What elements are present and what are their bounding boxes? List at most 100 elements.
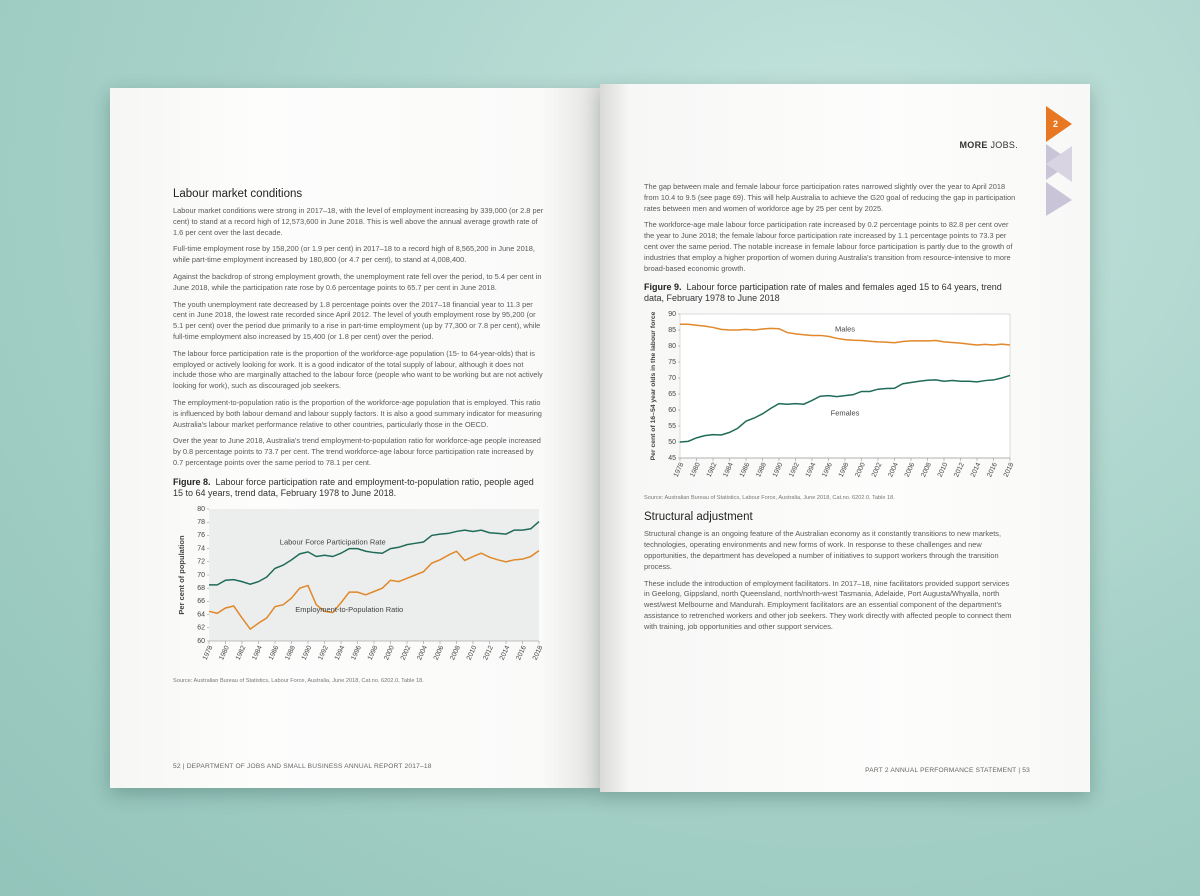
- paragraph: The youth unemployment rate decreased by…: [173, 299, 541, 341]
- x-tick-label: 1996: [350, 644, 363, 661]
- y-tick-label: 60: [197, 638, 205, 645]
- y-tick-label: 76: [197, 532, 205, 539]
- figure-caption: Figure 8. Labour force participation rat…: [173, 477, 545, 499]
- chart: Per cent of population 60 62 64 66 68 70 72 74 76…: [177, 506, 545, 661]
- paragraph: Against the backdrop of strong employmen…: [173, 271, 542, 292]
- y-tick-label: 78: [197, 519, 205, 526]
- section-tabs: 2: [1046, 106, 1072, 216]
- paragraph: The workforce-age male labour force part…: [644, 220, 1013, 273]
- header-bold: MORE: [959, 140, 988, 150]
- right-column: The gap between male and female labour f…: [644, 182, 1016, 639]
- x-tick-label: 2006: [433, 644, 446, 661]
- source: Source: Australian Bureau of Statistics,…: [644, 495, 895, 502]
- x-tick-label: 1986: [268, 644, 281, 661]
- series-label: Females: [831, 409, 860, 418]
- x-tick-label: 1986: [739, 462, 752, 479]
- section-header: MORE JOBS.: [959, 140, 1018, 150]
- x-tick-label: 2010: [937, 462, 950, 479]
- x-tick-label: 1994: [805, 462, 818, 479]
- tab: [1046, 146, 1072, 182]
- y-tick-label: 85: [668, 327, 676, 334]
- y-tick-label: 60: [668, 407, 676, 414]
- x-tick-label: 1998: [838, 462, 851, 479]
- paragraphs: Structural change is an ongoing feature …: [644, 529, 1016, 632]
- x-tick-label: 1982: [235, 644, 248, 661]
- x-tick-label: 1984: [251, 644, 264, 661]
- y-axis-label: Per cent of 16–54 year olds in the labou…: [650, 312, 657, 461]
- tab-active: [1046, 106, 1072, 142]
- x-tick-label: 1988: [284, 644, 297, 661]
- x-tick-label: 2006: [904, 462, 917, 479]
- y-tick-label: 90: [668, 311, 676, 318]
- y-tick-label: 45: [668, 455, 676, 462]
- plot-area: [679, 314, 1011, 459]
- series-label: Males: [835, 325, 855, 334]
- paragraph: The employment-to-population ratio is th…: [173, 397, 542, 429]
- paragraph: Structural change is an ongoing feature …: [644, 529, 1001, 571]
- x-tick-label: 2008: [449, 644, 462, 661]
- figure-caption: Figure 9. Labour force participation rat…: [644, 282, 1016, 304]
- x-tick-label: 2016: [515, 644, 528, 661]
- y-tick-label: 55: [668, 423, 676, 430]
- plot-area: [209, 508, 539, 641]
- paragraph: The labour force participation rate is t…: [173, 348, 543, 391]
- series-label: Labour Force Participation Rate: [280, 537, 386, 546]
- x-tick-label: 2008: [920, 462, 933, 479]
- x-tick-label: 2002: [871, 462, 884, 479]
- series-label: Employment-to-Population Ratio: [295, 605, 403, 614]
- series-line: [209, 520, 540, 586]
- paragraph: Full-time employment rose by 158,200 (or…: [173, 244, 535, 265]
- x-tick-label: 2012: [482, 644, 495, 661]
- y-tick-label: 74: [197, 545, 205, 552]
- x-tick-label: 1992: [317, 644, 330, 661]
- x-tick-label: 1990: [772, 462, 785, 479]
- footer: PART 2 ANNUAL PERFORMANCE STATEMENT | 53: [865, 767, 1030, 774]
- y-tick-label: 66: [197, 598, 205, 605]
- figure-title: Labour force participation rate and empl…: [173, 476, 534, 498]
- paragraph: The gap between male and female labour f…: [644, 182, 1016, 213]
- x-tick-label: 1988: [755, 462, 768, 479]
- x-tick-label: 1990: [301, 644, 314, 661]
- x-tick-label: 1996: [821, 462, 834, 479]
- y-tick-label: 64: [197, 611, 205, 618]
- source: Source: Australian Bureau of Statistics,…: [173, 677, 424, 684]
- y-axis-label: Per cent of population: [177, 535, 186, 615]
- figure-label: Figure 9.: [644, 282, 682, 293]
- x-tick-label: 1992: [788, 462, 801, 479]
- footer: 52 | DEPARTMENT OF JOBS AND SMALL BUSINE…: [173, 763, 432, 770]
- series-line: [679, 375, 1011, 444]
- right-page: MORE JOBS. 2 The gap between male and fe…: [600, 84, 1090, 792]
- left-column: Labour market conditions Labour market c…: [173, 188, 545, 694]
- paragraph: These include the introduction of employ…: [644, 578, 1012, 631]
- x-tick-label: 1980: [218, 644, 231, 661]
- header-light: JOBS.: [990, 140, 1018, 150]
- x-tick-label: 2000: [383, 644, 396, 661]
- y-tick-label: 80: [668, 343, 676, 350]
- figure-label: Figure 8.: [173, 476, 211, 487]
- x-tick-label: 2004: [416, 644, 429, 661]
- y-tick-label: 62: [197, 624, 205, 631]
- heading: Labour market conditions: [173, 188, 303, 200]
- series-line: [208, 549, 540, 630]
- y-tick-label: 70: [197, 572, 205, 579]
- y-tick-label: 80: [197, 506, 205, 513]
- x-tick-label: 2012: [953, 462, 966, 479]
- x-tick-label: 2014: [499, 644, 512, 661]
- x-tick-label: 1980: [689, 462, 702, 479]
- paragraphs: The gap between male and female labour f…: [644, 182, 1016, 274]
- tab-number: 2: [1053, 119, 1058, 129]
- paragraphs: Labour market conditions were strong in …: [173, 206, 545, 469]
- tab: [1046, 182, 1072, 216]
- x-tick-label: 2014: [970, 462, 983, 479]
- x-tick-label: 1998: [367, 644, 380, 661]
- y-tick-label: 50: [668, 439, 676, 446]
- y-tick-label: 65: [668, 391, 676, 398]
- x-tick-label: 1978: [202, 644, 215, 661]
- x-tick-label: 1982: [706, 462, 719, 479]
- y-tick-label: 70: [668, 375, 676, 382]
- x-tick-label: 1984: [722, 462, 735, 479]
- x-tick-label: 2004: [887, 462, 900, 479]
- left-page: Labour market conditions Labour market c…: [110, 88, 600, 788]
- x-tick-label: 2016: [986, 462, 999, 479]
